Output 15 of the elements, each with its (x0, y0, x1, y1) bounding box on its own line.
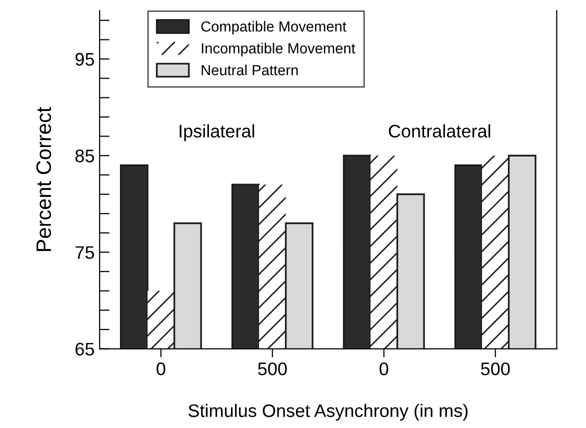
annotation: Contralateral (388, 124, 490, 138)
annotation: Ipsilateral (180, 124, 254, 142)
y-tick-label: 85 (75, 150, 94, 162)
legend-label: Incompatible Movement (202, 42, 356, 56)
x-tick-label: 0 (156, 362, 166, 376)
y-tick-label: 95 (76, 52, 94, 66)
x-axis-title: Stimulus Onset Asynchrony (in ms) (188, 404, 468, 421)
x-tick-label: 500 (481, 362, 510, 376)
y-tick-label: 75 (76, 246, 94, 259)
x-tick-label: 500 (258, 362, 287, 376)
y-tick-label: 65 (76, 342, 94, 356)
y-axis-title: Percent Correct (36, 106, 52, 251)
legend-label: Compatible Movement (201, 20, 346, 35)
legend-label: Neutral Pattern (202, 64, 298, 76)
x-tick-label: 0 (380, 362, 388, 376)
